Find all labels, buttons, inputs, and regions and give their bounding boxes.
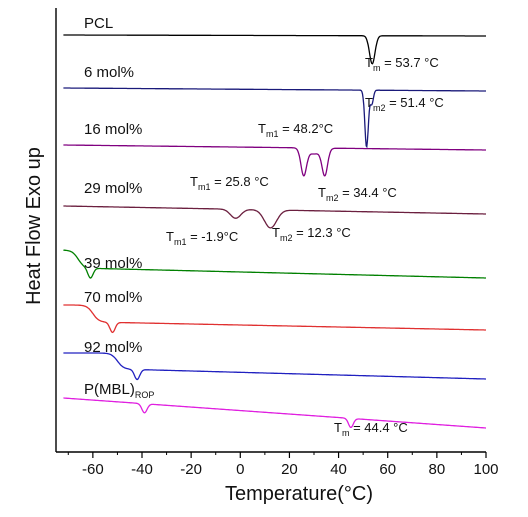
series-curve-6 <box>63 352 486 381</box>
series-curves <box>63 34 486 429</box>
annotation-16mol-tm1-25: Tm1 = 25.8 °C <box>190 174 269 192</box>
x-tick-label-7: 80 <box>429 461 446 478</box>
annotation-16mol-tm1-48: Tm1 = 48.2°C <box>258 121 333 139</box>
series-curve-5 <box>63 304 486 334</box>
series-curve-2 <box>63 144 486 177</box>
series-curve-4 <box>63 249 486 279</box>
annotation-16mol-tm2-34: Tm2 = 34.4 °C <box>318 185 397 203</box>
series-curve-3 <box>63 205 486 229</box>
series-label-39mol: 39 mol% <box>84 255 142 272</box>
annotation-29mol-tm1: Tm1 = -1.9°C <box>166 229 238 247</box>
x-axis-tick-labels: -60 -40 -20 0 20 40 60 80 100 <box>82 461 499 478</box>
annotation-pcl-tm: Tm = 53.7 °C <box>365 55 439 73</box>
x-axis-title: Temperature(°C) <box>225 483 373 505</box>
x-tick-label-6: 60 <box>379 461 396 478</box>
x-axis-ticks <box>67 452 487 458</box>
series-curve-0 <box>63 34 486 65</box>
x-tick-label-8: 100 <box>473 461 498 478</box>
series-label-70mol: 70 mol% <box>84 289 142 306</box>
series-label-pmbl: P(MBL)ROP <box>84 381 154 400</box>
series-label-16mol: 16 mol% <box>84 121 142 138</box>
x-tick-label-1: -40 <box>131 461 153 478</box>
series-curve-7 <box>63 397 486 429</box>
annotation-29mol-tm2: Tm2 = 12.3 °C <box>272 225 351 243</box>
series-label-6mol: 6 mol% <box>84 64 134 81</box>
annotation-pmbl-tm: Tm = 44.4 °C <box>334 420 408 438</box>
series-curve-1 <box>63 87 486 149</box>
x-tick-label-4: 20 <box>281 461 298 478</box>
x-tick-label-3: 0 <box>236 461 244 478</box>
series-label-92mol: 92 mol% <box>84 339 142 356</box>
series-label-29mol: 29 mol% <box>84 180 142 197</box>
x-tick-label-5: 40 <box>330 461 347 478</box>
y-axis-title: Heat Flow Exo up <box>23 147 45 305</box>
series-label-pcl: PCL <box>84 15 113 32</box>
x-tick-label-2: -20 <box>180 461 202 478</box>
x-tick-label-0: -60 <box>82 461 104 478</box>
annotation-6mol-tm2: Tm2 = 51.4 °C <box>365 95 444 113</box>
